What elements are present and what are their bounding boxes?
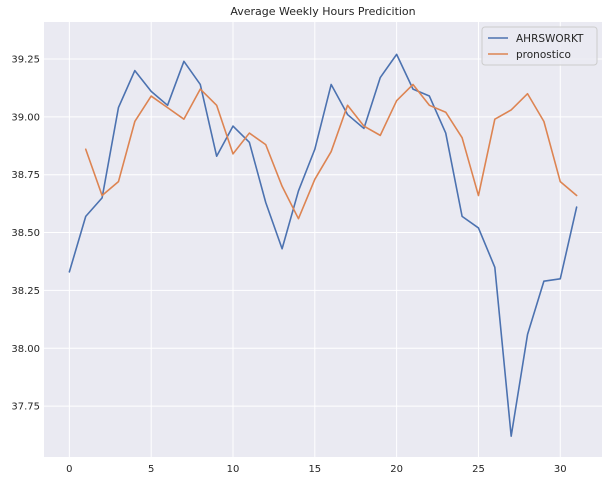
x-tick-label: 5: [148, 464, 154, 475]
x-tick-label: 0: [66, 464, 72, 475]
x-tick-label: 15: [308, 464, 321, 475]
x-tick-label: 30: [554, 464, 567, 475]
series-line-pronostico: [84, 83, 578, 220]
chart-title: Average Weekly Hours Predicition: [230, 5, 415, 18]
y-tick-label: 39.25: [11, 55, 40, 66]
y-tick-label: 38.00: [11, 344, 40, 355]
grid: [44, 22, 602, 457]
y-tick-label: 38.75: [11, 170, 40, 181]
legend-label-pronostico: pronostico: [516, 49, 571, 61]
x-tick-label: 20: [390, 464, 403, 475]
tick-labels: 0 5 10 15 20 25 30 37.75 38.00 38.25 38.50 38.75 39.…: [11, 55, 566, 475]
legend-box: [481, 26, 598, 66]
legend: AHRSWORKT pronostico: [481, 26, 598, 66]
legend-label-ahrsworkt: AHRSWORKT: [516, 33, 584, 45]
y-tick-label: 39.00: [11, 112, 40, 123]
plot-area: [44, 22, 602, 457]
series-line-ahrsworkt: [68, 53, 578, 437]
x-tick-label: 10: [227, 464, 240, 475]
x-tick-label: 25: [472, 464, 485, 475]
y-tick-label: 37.75: [11, 402, 40, 413]
y-tick-label: 38.25: [11, 286, 40, 297]
series-group: [68, 53, 578, 437]
y-tick-label: 38.50: [11, 228, 40, 239]
